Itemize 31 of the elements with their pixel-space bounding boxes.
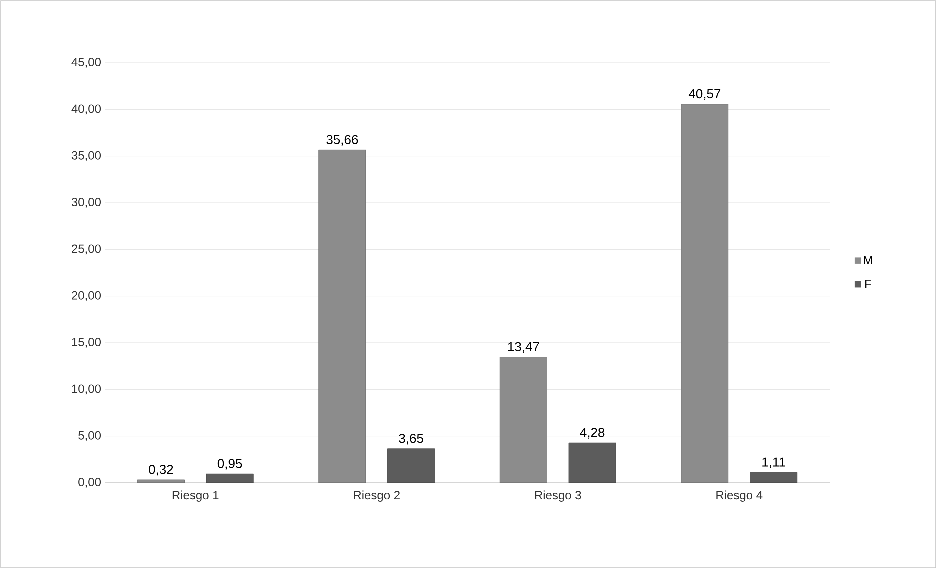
- bar: [568, 442, 616, 483]
- y-tick-label: 45,00: [72, 58, 102, 68]
- y-tick-label: 35,00: [72, 151, 102, 162]
- data-label: 1,11: [762, 458, 786, 468]
- y-tick-label: 20,00: [72, 291, 102, 302]
- data-label: 3,65: [399, 434, 424, 445]
- y-tick-label: 40,00: [72, 104, 102, 115]
- y-tick-label: 15,00: [72, 338, 102, 348]
- y-tick-label: 10,00: [72, 384, 102, 395]
- bar: [500, 357, 548, 483]
- x-tick-label: Riesgo 3: [535, 490, 582, 502]
- bar: [750, 472, 798, 483]
- legend-label: M: [864, 256, 872, 264]
- data-label: 13,47: [508, 342, 540, 354]
- data-label: 4,28: [580, 428, 605, 439]
- bar: [388, 448, 436, 483]
- y-tick-label: 5,00: [78, 431, 102, 442]
- bar: [681, 104, 729, 483]
- y-tick-label: 0,00: [78, 478, 102, 488]
- y-tick-label: 25,00: [72, 244, 102, 255]
- data-label: 35,66: [326, 135, 358, 146]
- legend-label: F: [866, 280, 872, 288]
- x-tick-label: Riesgo 1: [172, 490, 219, 502]
- data-label: 0,32: [149, 465, 174, 476]
- y-tick-label: 30,00: [72, 198, 102, 208]
- x-tick-label: Riesgo 4: [716, 490, 763, 502]
- data-label: 40,57: [688, 89, 721, 100]
- bar: [318, 150, 366, 483]
- bar: [206, 474, 254, 483]
- x-tick-label: Riesgo 2: [354, 490, 400, 502]
- data-label: 0,95: [218, 459, 242, 470]
